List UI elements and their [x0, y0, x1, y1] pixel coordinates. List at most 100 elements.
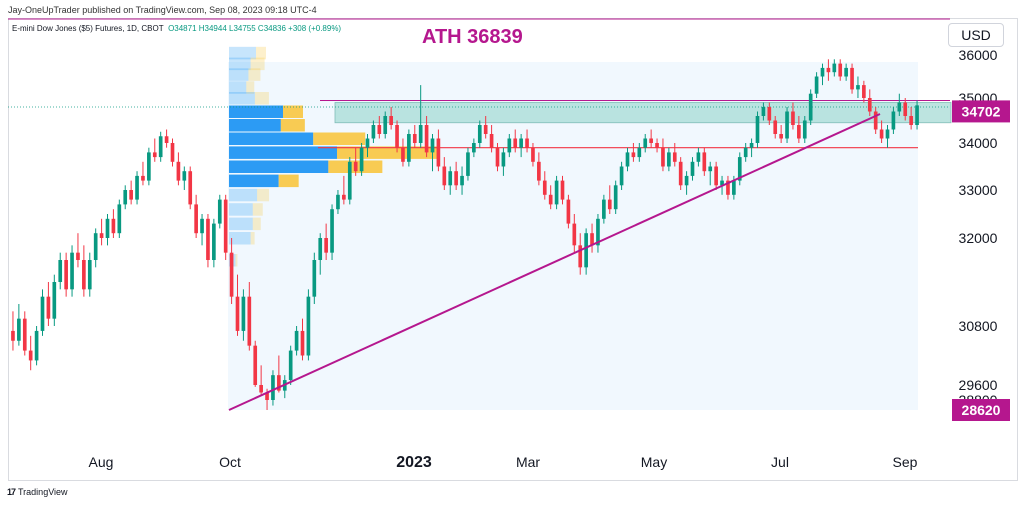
candle-body — [212, 223, 216, 260]
candle-body — [773, 120, 778, 134]
x-tick-label: Oct — [219, 454, 241, 470]
candle-body — [271, 375, 275, 400]
candle-body — [554, 180, 559, 205]
candle-body — [501, 152, 506, 167]
candle-body — [294, 330, 299, 351]
candle-body — [371, 125, 376, 139]
candle-body — [590, 233, 594, 246]
candle-body — [424, 125, 429, 153]
volume-profile-down-bar — [250, 232, 255, 245]
candle-body — [401, 147, 405, 162]
ath-annotation: ATH 36839 — [422, 26, 523, 48]
publisher-line: Jay-OneUpTrader published on TradingView… — [8, 5, 317, 15]
candle-body — [336, 194, 340, 210]
candle-body — [867, 98, 872, 112]
candle-body — [466, 152, 470, 176]
candle-body — [129, 190, 133, 200]
currency-button[interactable]: USD — [948, 23, 1004, 47]
candle-body — [87, 260, 92, 290]
candle-body — [542, 180, 547, 195]
candle-body — [182, 171, 187, 181]
candle-body — [755, 116, 760, 143]
candle-body — [714, 166, 718, 186]
volume-profile-up-bar — [229, 68, 249, 81]
volume-profile-up-bar — [229, 203, 253, 216]
y-tick-label: 36000 — [959, 47, 998, 63]
candle-body — [448, 171, 453, 186]
candle-body — [442, 166, 447, 186]
volume-profile-up-bar — [229, 46, 256, 60]
candle-body — [353, 161, 358, 172]
candle-body — [241, 296, 246, 331]
candle-body — [779, 134, 783, 139]
candle-body — [135, 175, 139, 200]
candle-body — [513, 138, 518, 148]
candle-body — [832, 63, 837, 73]
x-tick-label: Mar — [516, 454, 540, 470]
candle-body — [454, 171, 458, 186]
candle-body — [743, 147, 748, 158]
candle-body — [407, 134, 411, 162]
y-tick-label: 33000 — [959, 182, 998, 198]
volume-profile-up-bar — [229, 160, 329, 173]
candle-body — [566, 199, 571, 224]
x-tick-label: Sep — [893, 454, 918, 470]
candle-body — [58, 260, 63, 282]
volume-profile-up-bar — [229, 146, 337, 159]
candle-body — [22, 318, 27, 351]
price-marker-badge — [952, 399, 1010, 421]
candle-body — [667, 152, 671, 167]
candle-body — [708, 166, 713, 172]
y-tick-label: 32000 — [959, 230, 998, 246]
candle-body — [525, 138, 529, 148]
candle-body — [412, 134, 417, 143]
candle-body — [11, 330, 15, 341]
candle-body — [613, 185, 618, 210]
candle-body — [607, 199, 612, 210]
candle-body — [519, 138, 523, 148]
candle-body — [572, 223, 577, 246]
tradingview-logo: 17 TradingView — [7, 487, 68, 497]
candle-body — [897, 102, 902, 112]
volume-profile-down-bar — [313, 132, 366, 145]
volume-profile-up-bar — [229, 81, 247, 94]
candle-body — [649, 138, 653, 143]
candle-body — [678, 161, 683, 186]
candle-body — [584, 233, 588, 268]
volume-profile-down-bar — [250, 57, 265, 71]
candle-body — [418, 125, 423, 143]
candle-body — [342, 194, 346, 200]
candle-body — [141, 175, 145, 181]
candle-body — [537, 161, 541, 181]
candle-body — [797, 125, 801, 139]
candle-body — [200, 218, 204, 234]
candle-body — [288, 350, 293, 381]
volume-profile-down-bar — [257, 188, 270, 202]
candle-body — [489, 134, 494, 148]
symbol-legend: E-mini Dow Jones ($5) Futures, 1D, CBOT … — [12, 24, 341, 33]
candle-body — [791, 111, 795, 125]
volume-profile-up-bar — [229, 132, 314, 145]
candle-body — [472, 143, 476, 153]
volume-profile-down-bar — [283, 105, 303, 118]
candle-body — [318, 238, 323, 260]
candle-body — [259, 385, 263, 393]
candle-body — [702, 152, 707, 172]
candle-body — [548, 194, 553, 205]
candle-body — [625, 152, 630, 167]
candle-body — [808, 93, 813, 121]
candle-body — [194, 204, 198, 234]
candle-body — [891, 111, 896, 130]
candle-body — [856, 85, 860, 90]
candle-body — [312, 260, 317, 297]
volume-profile-up-bar — [229, 105, 283, 118]
candle-body — [873, 111, 878, 130]
price-marker-label: 34702 — [962, 103, 1001, 119]
candle-body — [531, 147, 535, 162]
candle-body — [814, 76, 819, 94]
candle-body — [28, 350, 33, 361]
volume-profile-down-bar — [254, 92, 269, 105]
candle-body — [34, 330, 39, 361]
